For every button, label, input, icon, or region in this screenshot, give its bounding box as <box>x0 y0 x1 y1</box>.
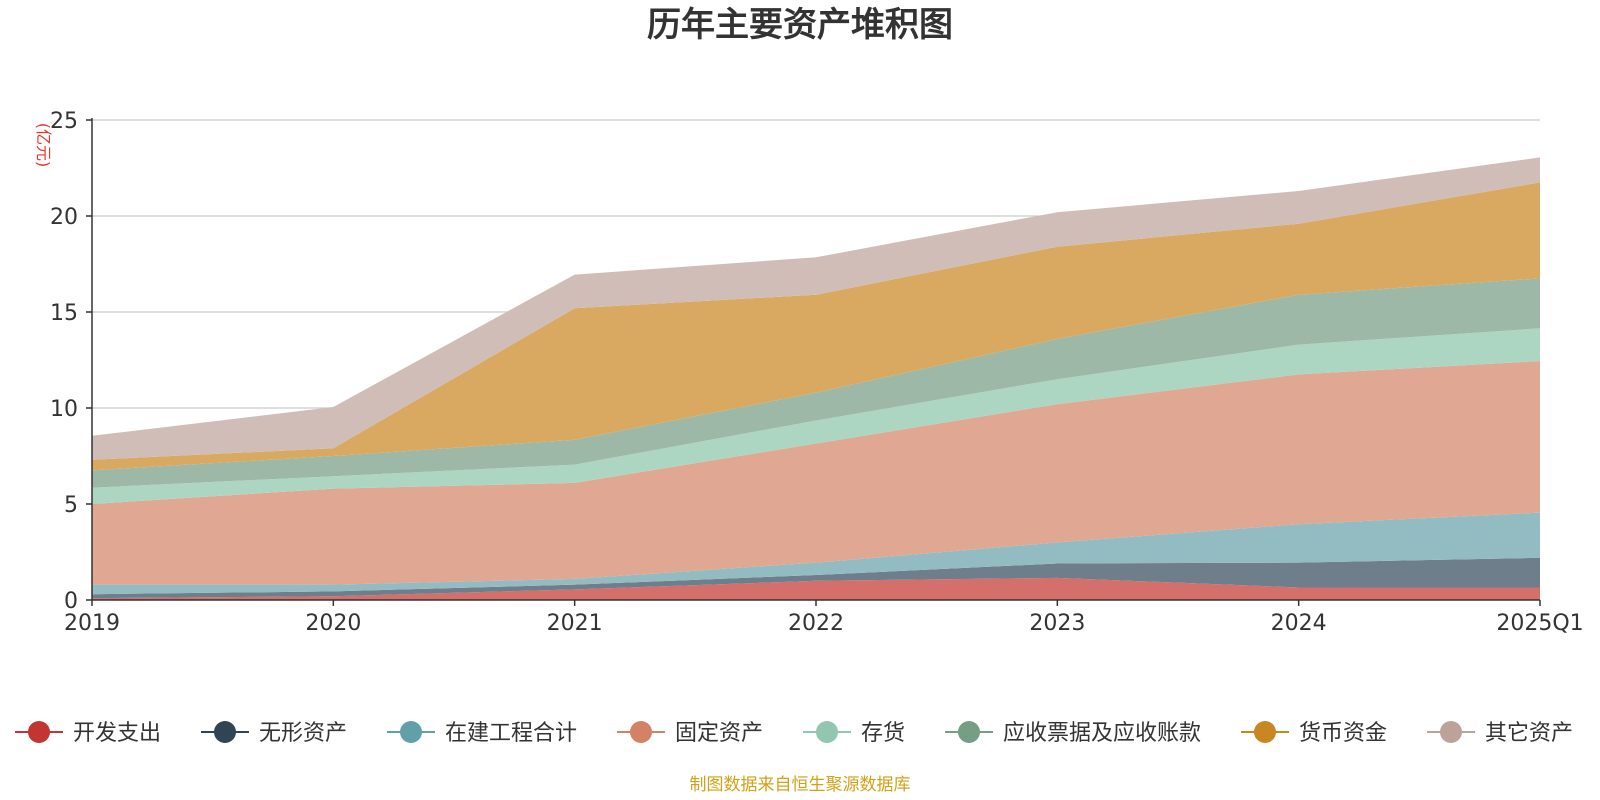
x-tick-label: 2025Q1 <box>1496 611 1583 636</box>
legend-circle-marker <box>28 721 50 743</box>
legend-label: 在建工程合计 <box>445 721 577 746</box>
area-series-3[interactable] <box>92 361 1540 585</box>
area-series-7[interactable] <box>92 157 1540 460</box>
area-series-group <box>92 157 1540 600</box>
y-tick-label: 0 <box>64 589 78 614</box>
legend-circle-marker <box>630 721 652 743</box>
legend-label: 开发支出 <box>73 721 161 746</box>
legend-circle-marker <box>214 721 236 743</box>
y-tick-label: 20 <box>50 205 78 230</box>
y-tick-label: 5 <box>64 493 78 518</box>
legend-item-1[interactable]: 无形资产 <box>201 721 347 746</box>
y-axis-unit-label: (亿元) <box>34 123 53 168</box>
legend-label: 应收票据及应收账款 <box>1003 721 1201 746</box>
legend-circle-marker <box>1254 721 1276 743</box>
area-series-5[interactable] <box>92 278 1540 488</box>
area-series-4[interactable] <box>92 328 1540 504</box>
y-tick-label: 15 <box>50 301 78 326</box>
legend-item-4[interactable]: 存货 <box>803 721 905 746</box>
legend-item-2[interactable]: 在建工程合计 <box>387 721 577 746</box>
x-tick-label: 2019 <box>64 611 120 636</box>
x-tick-label: 2024 <box>1271 611 1327 636</box>
y-tick-label: 25 <box>50 109 78 134</box>
area-series-6[interactable] <box>92 182 1540 471</box>
x-tick-label: 2022 <box>788 611 844 636</box>
legend-item-7[interactable]: 其它资产 <box>1427 721 1573 746</box>
chart-title: 历年主要资产堆积图 <box>647 5 953 45</box>
legend-label: 无形资产 <box>259 721 347 746</box>
legend-label: 其它资产 <box>1485 721 1573 746</box>
x-tick-label: 2020 <box>305 611 361 636</box>
x-tick-label: 2021 <box>547 611 603 636</box>
legend-circle-marker <box>816 721 838 743</box>
x-tick-label: 2023 <box>1029 611 1085 636</box>
area-series-0[interactable] <box>92 577 1540 600</box>
legend-item-5[interactable]: 应收票据及应收账款 <box>945 721 1201 746</box>
axes: 0 5 10 15 20 25 2019 2020 2021 2022 2023 2024 2025Q1 <box>50 109 1584 636</box>
data-source-note: 制图数据来自恒生聚源数据库 <box>690 775 911 795</box>
legend-circle-marker <box>958 721 980 743</box>
area-series-2[interactable] <box>92 512 1540 595</box>
legend-label: 固定资产 <box>675 721 763 746</box>
legend: 开发支出 无形资产 在建工程合计 固定资产 存货 应收票据及应收账款 货币资金 其它资产 <box>15 721 1573 746</box>
area-series-1[interactable] <box>92 557 1540 599</box>
y-tick-label: 10 <box>50 397 78 422</box>
legend-label: 存货 <box>861 721 905 746</box>
legend-circle-marker <box>1440 721 1462 743</box>
legend-item-0[interactable]: 开发支出 <box>15 721 161 746</box>
legend-circle-marker <box>400 721 422 743</box>
legend-item-3[interactable]: 固定资产 <box>617 721 763 746</box>
legend-label: 货币资金 <box>1299 721 1387 746</box>
legend-item-6[interactable]: 货币资金 <box>1241 721 1387 746</box>
